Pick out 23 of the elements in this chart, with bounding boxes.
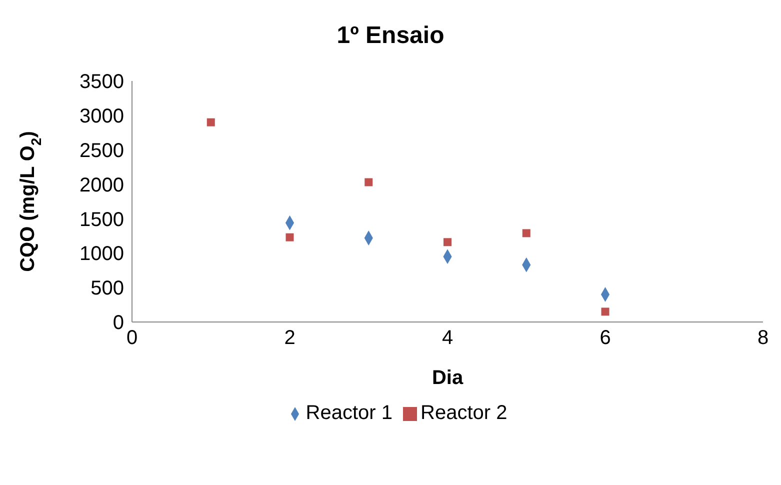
point bbox=[522, 229, 530, 238]
y-tick-label: 3000 bbox=[80, 106, 124, 128]
point bbox=[444, 238, 452, 246]
point bbox=[364, 178, 373, 186]
point bbox=[286, 233, 294, 242]
chart-title: 1º Ensaio bbox=[336, 22, 446, 50]
legend-label: Reactor 1 bbox=[306, 402, 392, 424]
y-tick-label: 3500 bbox=[80, 71, 124, 94]
y-tick-label: 0 bbox=[112, 312, 124, 334]
point bbox=[601, 308, 610, 316]
x-tick-label: 6 bbox=[600, 327, 611, 350]
x-tick-label: 4 bbox=[442, 327, 454, 350]
y-tick-label: 2500 bbox=[80, 140, 124, 162]
x-tick-label: 8 bbox=[757, 327, 769, 350]
y-tick-label: 1000 bbox=[80, 243, 124, 266]
legend-label: Reactor 2 bbox=[420, 402, 508, 424]
x-axis-title: Dia bbox=[432, 367, 464, 390]
y-tick-label: 1500 bbox=[80, 208, 124, 231]
y-tick-label: 2000 bbox=[80, 174, 124, 196]
x-tick-label: 0 bbox=[126, 327, 138, 350]
point bbox=[206, 118, 215, 126]
y-tick-label: 500 bbox=[90, 278, 124, 300]
x-tick-label: 2 bbox=[284, 327, 296, 350]
